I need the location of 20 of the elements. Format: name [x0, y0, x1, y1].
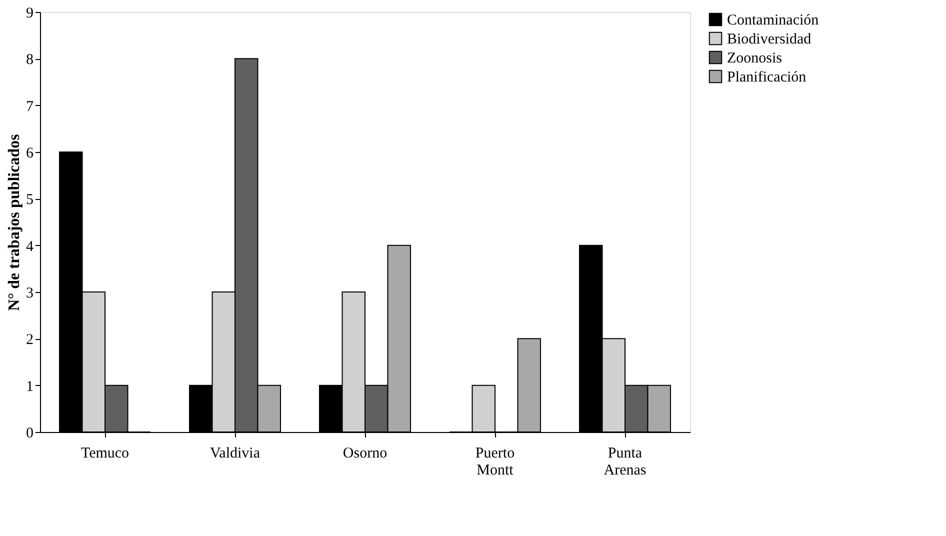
y-tick-label: 6	[26, 146, 34, 162]
legend-label: Zoonosis	[727, 50, 782, 66]
legend-label: Planificación	[727, 70, 807, 86]
y-tick-label: 7	[26, 98, 34, 115]
y-tick-label: 1	[26, 378, 34, 395]
x-tick-label: Punta Arenas	[604, 446, 646, 478]
legend-label: Biodiversidad	[727, 32, 812, 48]
x-tick-label: Temuco	[80, 446, 130, 462]
y-tick-label: 2	[26, 332, 34, 348]
x-tick-label: Valdivia	[210, 446, 260, 462]
y-axis-title: N° de trabajos publicados	[6, 134, 23, 311]
x-tick-label: Osorno	[342, 446, 388, 462]
y-tick-label: 9	[26, 6, 34, 22]
y-tick-label: 4	[26, 238, 34, 255]
y-tick-label: 3	[26, 286, 34, 302]
legend-label: Contaminación	[727, 12, 820, 28]
y-tick-label: 5	[26, 192, 34, 208]
y-tick-label: 0	[26, 426, 34, 442]
x-tick-label: Puerto Montt	[475, 446, 515, 478]
y-tick-label: 8	[26, 52, 34, 68]
